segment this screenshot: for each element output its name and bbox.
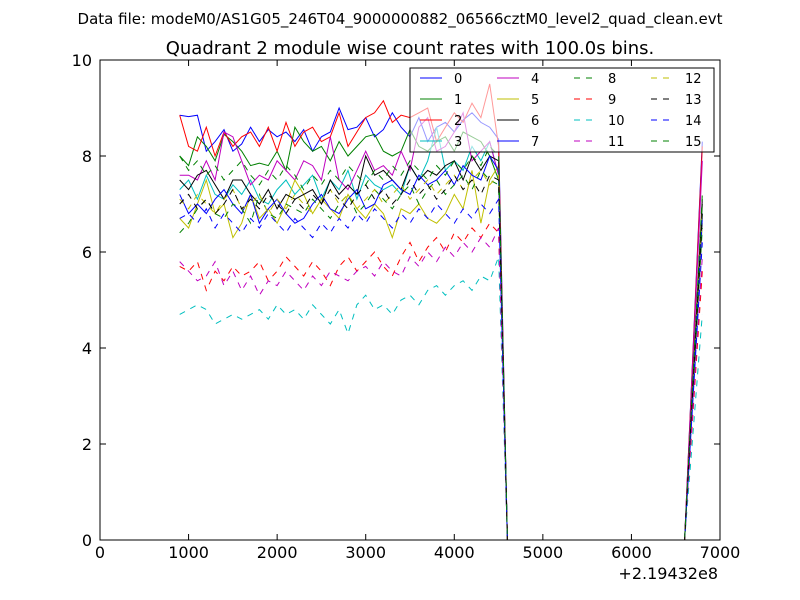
- x-tick-label: 2000: [257, 543, 298, 562]
- legend-label-14: 14: [685, 114, 702, 129]
- series-line-11: [179, 227, 703, 540]
- legend-label-6: 6: [531, 114, 539, 129]
- legend-box: [409, 67, 715, 153]
- series-line-14: [179, 197, 703, 540]
- series-line-6: [179, 154, 703, 540]
- x-tick-label: 4000: [434, 543, 475, 562]
- chart-title: Quadrant 2 module wise count rates with …: [166, 38, 655, 59]
- legend-label-1: 1: [454, 93, 462, 108]
- chart-suptitle: Data file: modeM0/AS1G05_246T04_90000008…: [78, 10, 723, 29]
- legend-label-8: 8: [608, 72, 616, 87]
- legend-label-5: 5: [531, 93, 539, 108]
- y-tick-label: 4: [82, 339, 92, 358]
- legend-label-11: 11: [608, 135, 625, 150]
- series-line-8: [179, 169, 703, 540]
- x-tick-label: 1000: [168, 543, 209, 562]
- legend-label-4: 4: [531, 72, 539, 87]
- legend-label-12: 12: [685, 72, 702, 87]
- y-tick-label: 8: [82, 147, 92, 166]
- axes-frame: [99, 59, 721, 541]
- y-tick-label: 2: [82, 435, 92, 454]
- x-tick-label: 3000: [345, 543, 386, 562]
- x-tick-label: 6000: [611, 543, 652, 562]
- x-tick-label: 7000: [700, 543, 741, 562]
- legend-label-9: 9: [608, 93, 616, 108]
- x-offset-label: +2.19432e8: [618, 564, 718, 583]
- series-line-13: [179, 174, 703, 540]
- x-tick-label: 0: [95, 543, 105, 562]
- x-tick-label: 5000: [522, 543, 563, 562]
- legend-label-15: 15: [685, 135, 702, 150]
- series-line-9: [179, 222, 703, 540]
- series-line-3: [179, 127, 703, 540]
- series-layer: [179, 83, 703, 540]
- series-line-7: [179, 154, 703, 540]
- legend-label-7: 7: [531, 135, 539, 150]
- series-line-10: [179, 256, 703, 540]
- legend-label-2: 2: [454, 114, 462, 129]
- series-line-15: [179, 145, 703, 540]
- y-tick-label: 6: [82, 243, 92, 262]
- legend-label-3: 3: [454, 135, 462, 150]
- legend-label-10: 10: [608, 114, 625, 129]
- legend-label-13: 13: [685, 93, 702, 108]
- y-tick-label: 10: [72, 51, 92, 70]
- y-tick-label: 0: [82, 531, 92, 550]
- legend-label-0: 0: [454, 72, 462, 87]
